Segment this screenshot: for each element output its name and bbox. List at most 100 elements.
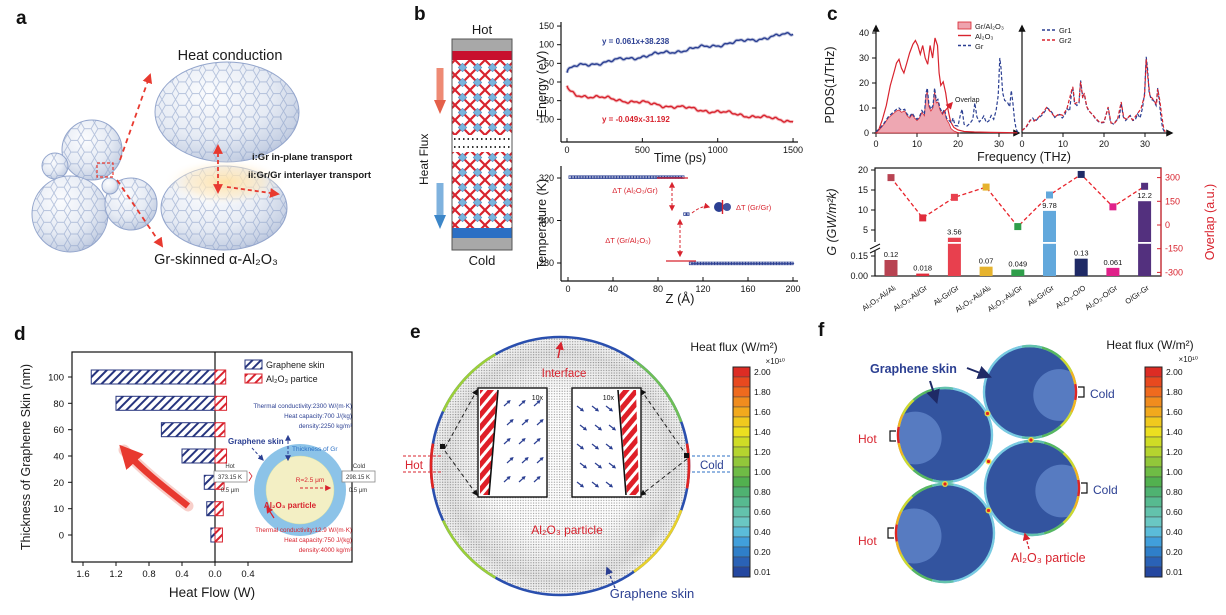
- svg-text:1.20: 1.20: [1166, 447, 1183, 457]
- heat-flux-label: Heat Flux: [417, 134, 431, 185]
- svg-text:0.061: 0.061: [1104, 258, 1123, 267]
- cold-label-1: Cold: [1090, 387, 1115, 401]
- gr-prop-3: density:2250 kg/m³: [299, 423, 352, 430]
- temperature-ylabel: Temperature (K): [535, 179, 549, 269]
- zoom-factor-left: 10x: [532, 395, 544, 402]
- svg-text:1.60: 1.60: [1166, 407, 1183, 417]
- particle-rim-heatflux: [429, 335, 691, 597]
- svg-text:Al₂O₃-Alᵢᵢ/Alᵢᵢ: Al₂O₃-Alᵢᵢ/Alᵢᵢ: [953, 283, 992, 314]
- heat-path-arrows: [116, 73, 280, 248]
- svg-text:0: 0: [873, 139, 878, 149]
- svg-text:1.80: 1.80: [754, 387, 771, 397]
- svg-text:10: 10: [53, 504, 64, 515]
- panel-b-md-simulation: Hot Cold Heat Flux Energy (eV) Tim: [417, 21, 803, 306]
- pdos-legend-left: Gr/Al₂O₃ Al₂O₃ Gr: [957, 21, 1004, 51]
- svg-text:80: 80: [53, 399, 64, 410]
- gr-prop-1: Thermal conductivity:2300 W/(m·K): [253, 403, 352, 410]
- legend-swatch-overlap-fill: [957, 21, 972, 30]
- inset-skin-label: Graphene skin: [228, 437, 284, 446]
- cold-bracket-1: [1078, 386, 1085, 398]
- panel-f-label: f: [818, 320, 825, 341]
- svg-text:100: 100: [48, 373, 64, 384]
- pdos-xlabel: Frequency (THz): [977, 150, 1071, 164]
- dt-alumina-gr: ΔT (Al₂O₃/Gr): [612, 186, 658, 195]
- gr-prop-2: Heat capacity:700 J/(kg): [284, 413, 352, 420]
- svg-text:Al₂O₃-Alᵢ/Alᵢ: Al₂O₃-Alᵢ/Alᵢ: [860, 283, 897, 313]
- svg-text:20: 20: [1099, 139, 1109, 149]
- legend-gr-al2o3: Gr/Al₂O₃: [975, 22, 1004, 31]
- svg-text:320: 320: [539, 173, 554, 183]
- svg-text:0.00: 0.00: [850, 271, 868, 281]
- panel-b-label: b: [414, 4, 426, 25]
- temperature-xlabel: Z (Å): [666, 291, 695, 306]
- hot-reservoir-layer: [452, 51, 512, 60]
- inset-particle-label: Al₂O₃ particle: [264, 501, 317, 510]
- cold-gap: 0.5 μm: [349, 488, 367, 494]
- heat-flux-arrows: [434, 68, 446, 229]
- cold-temperature: 298.15 K: [346, 475, 370, 481]
- heatflow-ylabel: Thickness of Graphene Skin (nm): [19, 364, 33, 550]
- energy-xlabel: Time (ps): [654, 151, 706, 165]
- particle-assembly: [894, 344, 1081, 584]
- svg-text:0.018: 0.018: [913, 264, 932, 273]
- svg-text:0.60: 0.60: [754, 507, 771, 517]
- svg-text:Al₂O₃-Alᵢ/Gr: Al₂O₃-Alᵢ/Gr: [892, 283, 930, 313]
- hot-bracket-2: [887, 527, 894, 539]
- svg-text:0.07: 0.07: [979, 257, 994, 266]
- colorbar-e-title: Heat flux (W/m²): [690, 340, 777, 354]
- svg-text:20: 20: [953, 139, 963, 149]
- svg-text:0.80: 0.80: [754, 487, 771, 497]
- colorbar-e: 2.00 1.80 1.60 1.40 1.20 1.00 0.80 0.60 0.40 0.20…: [732, 366, 771, 578]
- temperature-z-plot: Temperature (K) Z (Å) 280 300 320 0 40 80 120 1…: [535, 166, 801, 306]
- cold-bracket-2: [1081, 482, 1088, 494]
- svg-text:0.40: 0.40: [754, 527, 771, 537]
- svg-text:50: 50: [544, 58, 554, 68]
- svg-text:0.60: 0.60: [1166, 507, 1183, 517]
- legend-al2o3-particle: Al₂O₃ partice: [266, 374, 318, 384]
- svg-text:0.01: 0.01: [1166, 567, 1183, 577]
- svg-text:10: 10: [858, 205, 868, 215]
- svg-text:O/Gr-Gr: O/Gr-Gr: [1123, 283, 1151, 306]
- svg-text:0.01: 0.01: [754, 567, 771, 577]
- inset-hot-label: Hot: [225, 464, 235, 470]
- fem-model-inset: Thermal conductivity:2300 W/(m·K) Heat c…: [213, 403, 376, 554]
- cold-reservoir-layer: [452, 228, 512, 238]
- hot-label: Hot: [405, 460, 424, 472]
- alumina-crystal-bottom: [452, 152, 512, 228]
- svg-text:-150: -150: [1165, 244, 1183, 254]
- svg-text:1.6: 1.6: [76, 569, 89, 580]
- svg-text:0.4: 0.4: [175, 569, 188, 580]
- svg-text:1.00: 1.00: [1166, 467, 1183, 477]
- in-plane-note: i:Gr in-plane transport: [252, 152, 353, 163]
- svg-text:280: 280: [539, 258, 554, 268]
- contact-zoom-box: [96, 162, 114, 178]
- overlap-ylabel: Overlap (a.u.): [1203, 184, 1217, 260]
- svg-text:15: 15: [858, 185, 868, 195]
- colorbar-e-exponent: ×10¹⁰: [766, 357, 785, 366]
- dt-gr-gr: ΔT (Gr/Gr): [736, 203, 772, 212]
- svg-text:0.20: 0.20: [1166, 547, 1183, 557]
- heat-conduction-title: Heat conduction: [178, 48, 283, 64]
- svg-text:150: 150: [539, 21, 554, 31]
- energy-time-plot: Energy (eV) Time (ps) y = 0.061x+38.238 …: [535, 21, 803, 165]
- al-prop-1: Thermal conductivity:12.9 W/(m·K): [255, 527, 352, 534]
- gr-gr-molecule-icon: [714, 202, 724, 212]
- legend-gr1: Gr1: [1059, 26, 1072, 35]
- panel-c-pdos-conductance: PDOS(1/THz) Frequency (THz) 0 10 20 30 40 0 10…: [823, 21, 1217, 314]
- svg-text:12.2: 12.2: [1137, 191, 1152, 200]
- hot-bracket: [403, 455, 443, 473]
- panel-e-single-particle-fem: 10x 10x Interface Hot Cold Al₂O₃ particl…: [403, 335, 785, 601]
- panel-d-label: d: [14, 324, 26, 345]
- svg-text:0: 0: [564, 145, 569, 155]
- pdos-plot: PDOS(1/THz) Frequency (THz) 0 10 20 30 40 0 10…: [823, 21, 1174, 164]
- colorbar-f-title: Heat flux (W/m²): [1106, 338, 1193, 352]
- svg-text:500: 500: [635, 145, 650, 155]
- simulation-cell-schematic: Hot Cold Heat Flux: [417, 22, 513, 268]
- colorbar-f: 2.00 1.80 1.60 1.40 1.20 1.00 0.80 0.60 0.40 0.20…: [1144, 366, 1183, 578]
- svg-text:300: 300: [1165, 173, 1180, 183]
- in-plane-transport-arrow: [226, 186, 280, 198]
- colorbar-f-exponent: ×10¹⁰: [1179, 355, 1198, 364]
- cold-label: Cold: [700, 460, 724, 472]
- svg-text:80: 80: [653, 284, 663, 294]
- svg-text:1.40: 1.40: [1166, 427, 1183, 437]
